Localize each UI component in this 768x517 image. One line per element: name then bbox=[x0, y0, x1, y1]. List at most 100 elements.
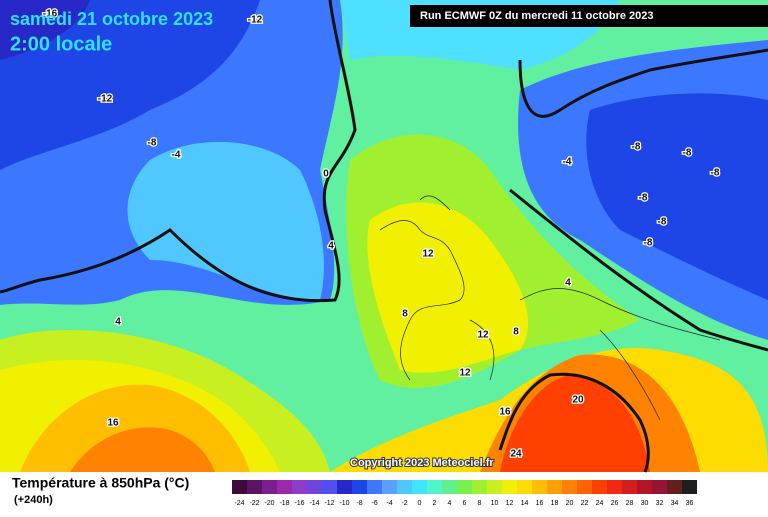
scale-label: -14 bbox=[309, 500, 319, 507]
south-hotter-zone bbox=[70, 427, 215, 472]
scale-swatch bbox=[502, 480, 517, 494]
scale-swatch bbox=[607, 480, 622, 494]
scale-label: -2 bbox=[401, 500, 407, 507]
contour-label: -8 bbox=[639, 193, 648, 204]
contour-label: 12 bbox=[477, 330, 489, 341]
scale-swatch bbox=[637, 480, 652, 494]
scale-swatch bbox=[487, 480, 502, 494]
legend-title: Température à 850hPa (°C) bbox=[12, 475, 189, 491]
scale-label: 10 bbox=[491, 500, 499, 507]
copyright: Copyright 2023 Meteociel.fr bbox=[350, 457, 494, 469]
cool-zone bbox=[127, 141, 324, 300]
scale-swatch bbox=[382, 480, 397, 494]
scale-label: 36 bbox=[686, 500, 694, 507]
scale-label: -24 bbox=[234, 500, 244, 507]
contour-label: -8 bbox=[632, 142, 641, 153]
scale-swatch bbox=[442, 480, 457, 494]
scale-label: 30 bbox=[641, 500, 649, 507]
contour-label: 8 bbox=[402, 309, 408, 320]
scale-label: 12 bbox=[506, 500, 514, 507]
run-banner bbox=[410, 5, 768, 27]
forecast-time: 2:00 locale bbox=[10, 33, 112, 55]
scale-swatch bbox=[682, 480, 697, 494]
east-very-cold-zone bbox=[586, 93, 768, 300]
warm-zone bbox=[367, 202, 529, 373]
scale-label: 18 bbox=[551, 500, 559, 507]
contour-label: -8 bbox=[683, 148, 692, 159]
scale-label: 20 bbox=[566, 500, 574, 507]
contour-label: 4 bbox=[328, 241, 334, 252]
scale-swatch bbox=[262, 480, 277, 494]
scale-label: -16 bbox=[294, 500, 304, 507]
twenty-isotherm bbox=[498, 372, 650, 473]
scale-swatch bbox=[232, 480, 247, 494]
scale-label: 22 bbox=[581, 500, 589, 507]
scale-swatch bbox=[547, 480, 562, 494]
contour-label: -12 bbox=[248, 15, 263, 26]
contour-label: 20 bbox=[572, 395, 584, 406]
zero-isotherm bbox=[0, 0, 357, 303]
scale-label: -12 bbox=[324, 500, 334, 507]
contour-label: -8 bbox=[658, 217, 667, 228]
contour-label: 12 bbox=[459, 368, 471, 379]
scale-swatch bbox=[307, 480, 322, 494]
scale-swatch bbox=[247, 480, 262, 494]
contour-label: -16 bbox=[43, 9, 58, 20]
scale-label: -18 bbox=[279, 500, 289, 507]
scale-label: -4 bbox=[386, 500, 392, 507]
scale-label: 26 bbox=[611, 500, 619, 507]
scale-swatch bbox=[592, 480, 607, 494]
zero-isotherm-east bbox=[518, 48, 768, 118]
contour-label: 4 bbox=[115, 317, 121, 328]
coastlines bbox=[379, 195, 721, 421]
contour-label: -8 bbox=[711, 168, 720, 179]
scale-swatch bbox=[367, 480, 382, 494]
color-scale: -24 -22 -20 -18 -16 -14 -12 -10 -8 -6 -4 -2 0 2 4 6 8 10 1… bbox=[232, 480, 697, 507]
forecast-date: samedi 21 octobre 2023 bbox=[10, 9, 213, 29]
scale-swatch bbox=[562, 480, 577, 494]
scale-label: -20 bbox=[264, 500, 274, 507]
scale-label: 4 bbox=[448, 500, 452, 507]
scale-swatch bbox=[397, 480, 412, 494]
contour-label: -4 bbox=[172, 150, 181, 161]
scale-label: 8 bbox=[478, 500, 482, 507]
scale-swatch bbox=[667, 480, 682, 494]
scale-label: 32 bbox=[656, 500, 664, 507]
scale-swatch bbox=[337, 480, 352, 494]
contour-label: 4 bbox=[565, 278, 571, 289]
scale-label: 28 bbox=[626, 500, 634, 507]
scale-swatch bbox=[652, 480, 667, 494]
scale-label: 6 bbox=[463, 500, 467, 507]
contour-label: -4 bbox=[563, 157, 572, 168]
run-info: Run ECMWF 0Z du mercredi 11 octobre 2023 bbox=[420, 10, 654, 22]
scale-label: 24 bbox=[596, 500, 604, 507]
scale-swatch bbox=[622, 480, 637, 494]
contour-label: -12 bbox=[98, 94, 113, 105]
southeast-hotter-zone bbox=[500, 375, 650, 472]
contour-label: -8 bbox=[644, 238, 653, 249]
contour-label: 16 bbox=[499, 407, 511, 418]
contour-label: 12 bbox=[422, 249, 434, 260]
contour-label: 16 bbox=[107, 418, 119, 429]
scale-swatch bbox=[292, 480, 307, 494]
very-cold-zone bbox=[0, 0, 260, 170]
scale-label: -8 bbox=[356, 500, 362, 507]
contour-label: 8 bbox=[513, 327, 519, 338]
scale-label: 14 bbox=[521, 500, 529, 507]
scale-label: 0 bbox=[418, 500, 422, 507]
scale-label: -10 bbox=[339, 500, 349, 507]
contour-label: 0 bbox=[323, 169, 329, 180]
scale-swatch bbox=[427, 480, 442, 494]
scale-swatch bbox=[577, 480, 592, 494]
scale-swatch bbox=[532, 480, 547, 494]
scale-label: -22 bbox=[249, 500, 259, 507]
scale-swatch bbox=[457, 480, 472, 494]
contour-label: -8 bbox=[148, 138, 157, 149]
scale-label: 34 bbox=[671, 500, 679, 507]
coldest-zone bbox=[0, 0, 90, 60]
scale-swatch bbox=[412, 480, 427, 494]
scale-swatch bbox=[277, 480, 292, 494]
